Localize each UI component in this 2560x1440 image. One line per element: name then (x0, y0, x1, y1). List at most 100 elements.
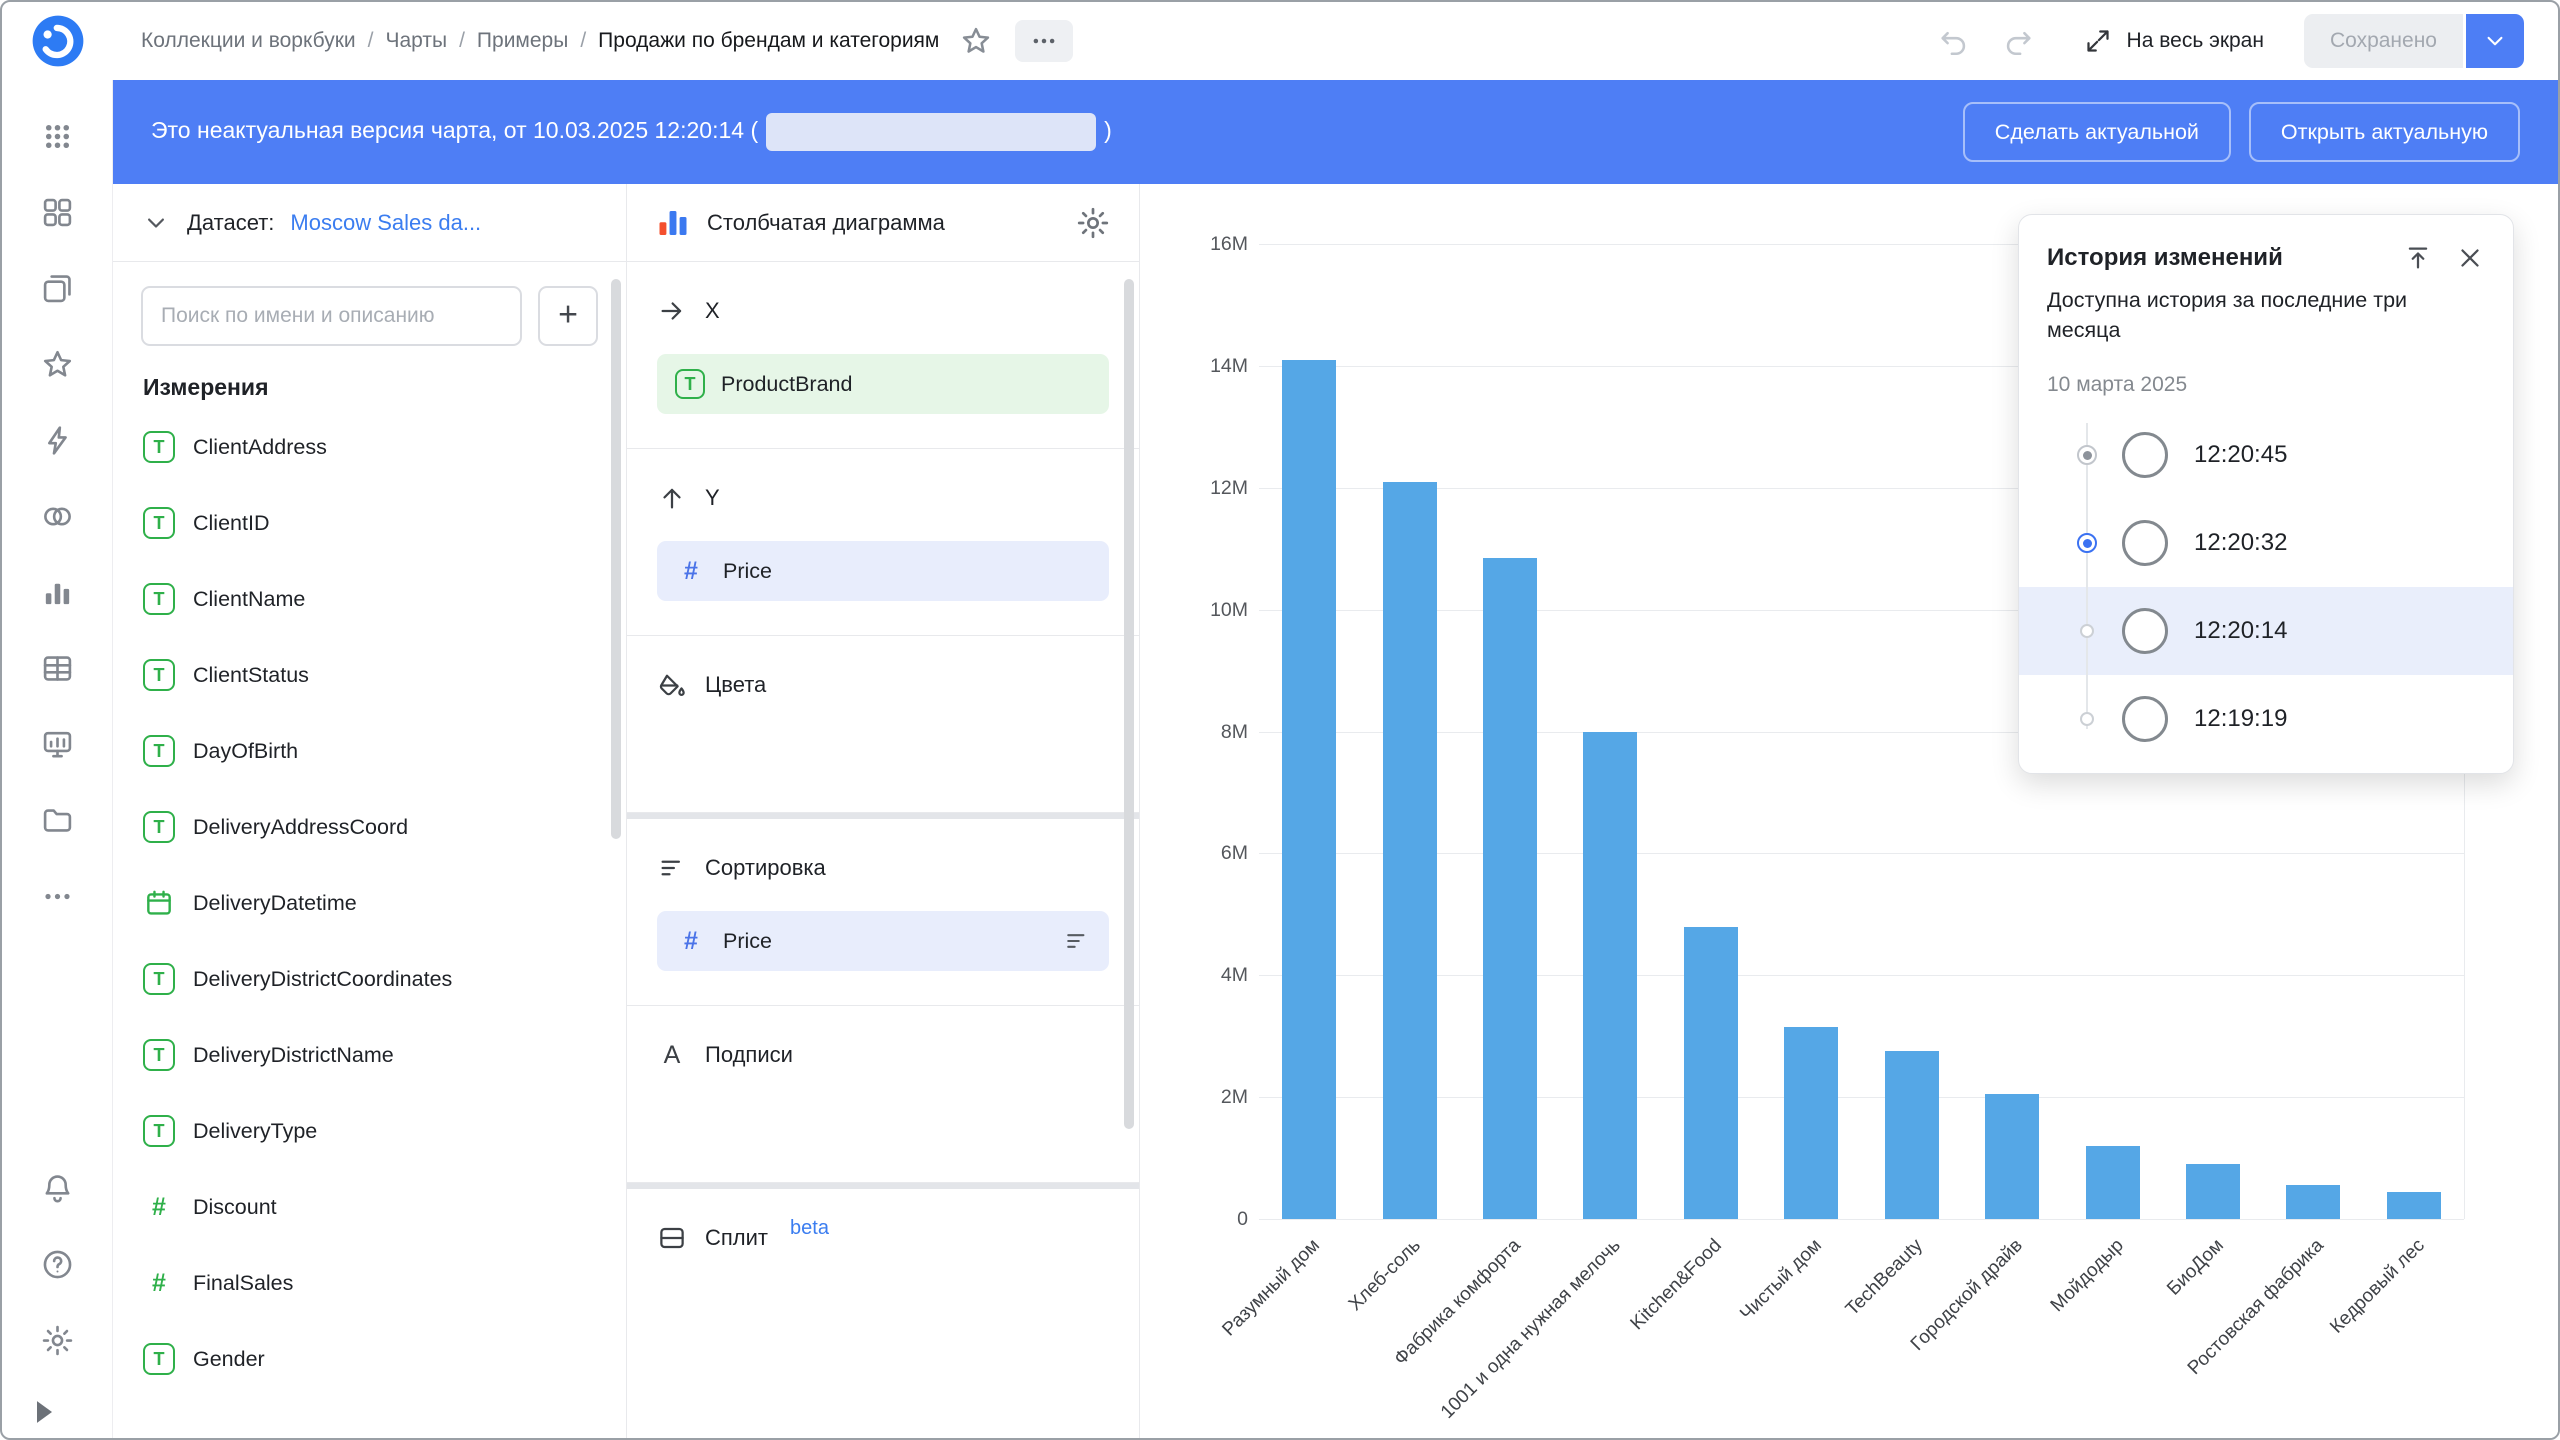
dataset-name-link[interactable]: Moscow Sales da... (290, 210, 481, 236)
chart-bar[interactable] (1784, 1027, 1838, 1219)
table-icon (40, 651, 75, 686)
sidebar-lightning-button[interactable] (25, 411, 89, 469)
config-scrollbar[interactable] (1124, 279, 1134, 1129)
more-actions-button[interactable] (1015, 20, 1073, 62)
history-radio[interactable] (2077, 445, 2097, 465)
history-entry[interactable]: 12:19:19 (2019, 675, 2513, 763)
chart-settings-gear-icon[interactable] (1075, 205, 1111, 241)
y-axis-tick-label: 0 (1140, 1205, 1248, 1233)
sidebar-grid-dots-button[interactable] (25, 107, 89, 165)
dataset-field[interactable]: Discount (113, 1169, 626, 1245)
split-drop-zone[interactable] (627, 1261, 1139, 1365)
config-sections: X ProductBrand Y (627, 262, 1139, 1440)
labels-drop-zone[interactable] (627, 1078, 1139, 1182)
field-name: DeliveryType (193, 1119, 317, 1144)
open-actual-button[interactable]: Открыть актуальную (2249, 102, 2520, 162)
close-icon[interactable] (2455, 243, 2485, 273)
dataset-chevron-down-icon[interactable] (141, 208, 171, 238)
gridline (1259, 975, 2464, 976)
dataset-field[interactable]: ClientID (113, 485, 626, 561)
breadcrumb-link[interactable]: Коллекции и воркбуки (141, 29, 356, 53)
field-name: FinalSales (193, 1271, 293, 1296)
sort-field-chip[interactable]: Price (657, 911, 1109, 971)
chart-bar[interactable] (1282, 360, 1336, 1219)
chart-bar[interactable] (1684, 927, 1738, 1220)
sidebar-bar-chart-button[interactable] (25, 563, 89, 621)
colors-section-label: Цвета (705, 672, 766, 698)
history-version-circle[interactable] (2122, 696, 2168, 742)
dataset-field[interactable]: ClientStatus (113, 637, 626, 713)
dataset-field[interactable]: ClientName (113, 561, 626, 637)
chart-bar[interactable] (1383, 482, 1437, 1219)
dataset-scrollbar[interactable] (611, 279, 621, 839)
dimensions-list: ClientAddressClientIDClientNameClientSta… (113, 409, 626, 1440)
y-field-chip[interactable]: Price (657, 541, 1109, 601)
dataset-field[interactable]: Gender (113, 1321, 626, 1397)
chart-bar[interactable] (2186, 1164, 2240, 1219)
history-radio[interactable] (2080, 712, 2094, 726)
history-radio[interactable] (2080, 624, 2094, 638)
history-version-circle[interactable] (2122, 608, 2168, 654)
x-section-label: X (705, 298, 720, 324)
saved-button[interactable]: Сохранено (2304, 14, 2463, 68)
redo-icon[interactable] (2001, 24, 2035, 58)
chart-bar[interactable] (1483, 558, 1537, 1219)
make-actual-button[interactable]: Сделать актуальной (1963, 102, 2231, 162)
history-entry[interactable]: 12:20:32 (2019, 499, 2513, 587)
favorite-star-icon[interactable] (959, 24, 993, 58)
y-axis-tick-label: 8M (1140, 718, 1248, 746)
sidebar-question-button[interactable] (25, 1235, 89, 1293)
sidebar-table-button[interactable] (25, 639, 89, 697)
x-field-chip[interactable]: ProductBrand (657, 354, 1109, 414)
chart-bar[interactable] (1885, 1051, 1939, 1219)
sort-order-icon[interactable] (1063, 927, 1091, 955)
chart-bar[interactable] (2387, 1192, 2441, 1219)
expand-icon (2083, 26, 2113, 56)
gridline (1259, 1097, 2464, 1098)
sidebar-monitor-button[interactable] (25, 715, 89, 773)
bell-icon (40, 1171, 75, 1206)
chart-bar[interactable] (1985, 1094, 2039, 1219)
undo-icon[interactable] (1937, 24, 1971, 58)
text-field-icon (143, 811, 175, 843)
history-entry[interactable]: 12:20:45 (2019, 411, 2513, 499)
history-version-circle[interactable] (2122, 432, 2168, 478)
pin-top-icon[interactable] (2403, 243, 2433, 273)
history-radio[interactable] (2077, 533, 2097, 553)
sidebar-ellipsis-button[interactable] (25, 867, 89, 925)
history-version-circle[interactable] (2122, 520, 2168, 566)
chart-bar[interactable] (2086, 1146, 2140, 1219)
dataset-field[interactable]: DayOfBirth (113, 713, 626, 789)
chart-type-label[interactable]: Столбчатая диаграмма (707, 210, 945, 236)
dataset-field[interactable]: DeliveryDistrictName (113, 1017, 626, 1093)
chart-bar[interactable] (1583, 732, 1637, 1220)
sidebar-star-button[interactable] (25, 335, 89, 393)
dataset-field[interactable]: DeliveryDatetime (113, 865, 626, 941)
datalens-logo-icon[interactable] (29, 12, 87, 70)
dataset-field[interactable]: FinalSales (113, 1245, 626, 1321)
fullscreen-button[interactable]: На весь экран (2065, 13, 2282, 69)
sidebar-layers-button[interactable] (25, 259, 89, 317)
add-field-button[interactable] (538, 286, 598, 346)
dataset-field[interactable]: DeliveryDistrictCoordinates (113, 941, 626, 1017)
sidebar-two-circles-button[interactable] (25, 487, 89, 545)
monitor-icon (40, 727, 75, 762)
history-entry[interactable]: 12:20:14 (2019, 587, 2513, 675)
colors-drop-zone[interactable] (627, 708, 1139, 812)
chart-bar[interactable] (2286, 1185, 2340, 1219)
number-field-icon (675, 557, 707, 586)
breadcrumb-link[interactable]: Чарты (385, 29, 447, 53)
sidebar-gear-button[interactable] (25, 1311, 89, 1369)
dataset-field[interactable]: DeliveryType (113, 1093, 626, 1169)
text-field-icon (143, 963, 175, 995)
save-menu-button[interactable] (2466, 14, 2524, 68)
breadcrumb-link[interactable]: Примеры (477, 29, 568, 53)
sidebar-folder-button[interactable] (25, 791, 89, 849)
field-search-input[interactable] (141, 286, 522, 346)
sidebar-bell-button[interactable] (25, 1159, 89, 1217)
dataset-field[interactable]: DeliveryAddressCoord (113, 789, 626, 865)
dataset-field[interactable]: ClientAddress (113, 409, 626, 485)
redacted-text (766, 113, 1096, 151)
rail-expand-play-icon[interactable] (22, 1392, 62, 1432)
sidebar-four-squares-button[interactable] (25, 183, 89, 241)
